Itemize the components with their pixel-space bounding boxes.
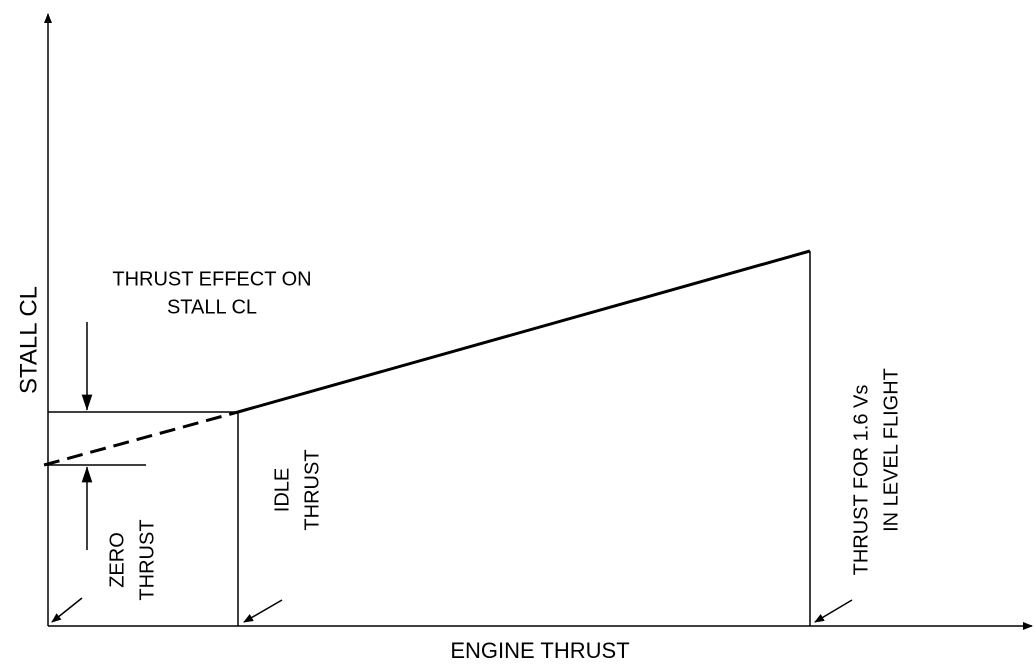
zero-to-idle-dashed (43, 410, 239, 467)
x-axis-label: ENGINE THRUST (450, 638, 629, 663)
annotation: THRUST EFFECT ON (112, 268, 311, 290)
annotation: ZERO (106, 532, 128, 588)
annotation: IN LEVEL FLIGHT (880, 368, 902, 532)
flight-pointer (814, 599, 853, 623)
annotation: THRUST FOR 1.6 Vs (850, 385, 872, 576)
idle-pointer (243, 599, 283, 623)
annotation: THRUST (136, 519, 158, 600)
annotation: STALL CL (167, 296, 257, 318)
annotation: IDLE (271, 468, 293, 512)
zero-pointer (51, 597, 83, 623)
y-axis-label: STALL CL (15, 286, 42, 394)
thrust-curve (237, 249, 811, 414)
annotation: THRUST (301, 449, 323, 530)
